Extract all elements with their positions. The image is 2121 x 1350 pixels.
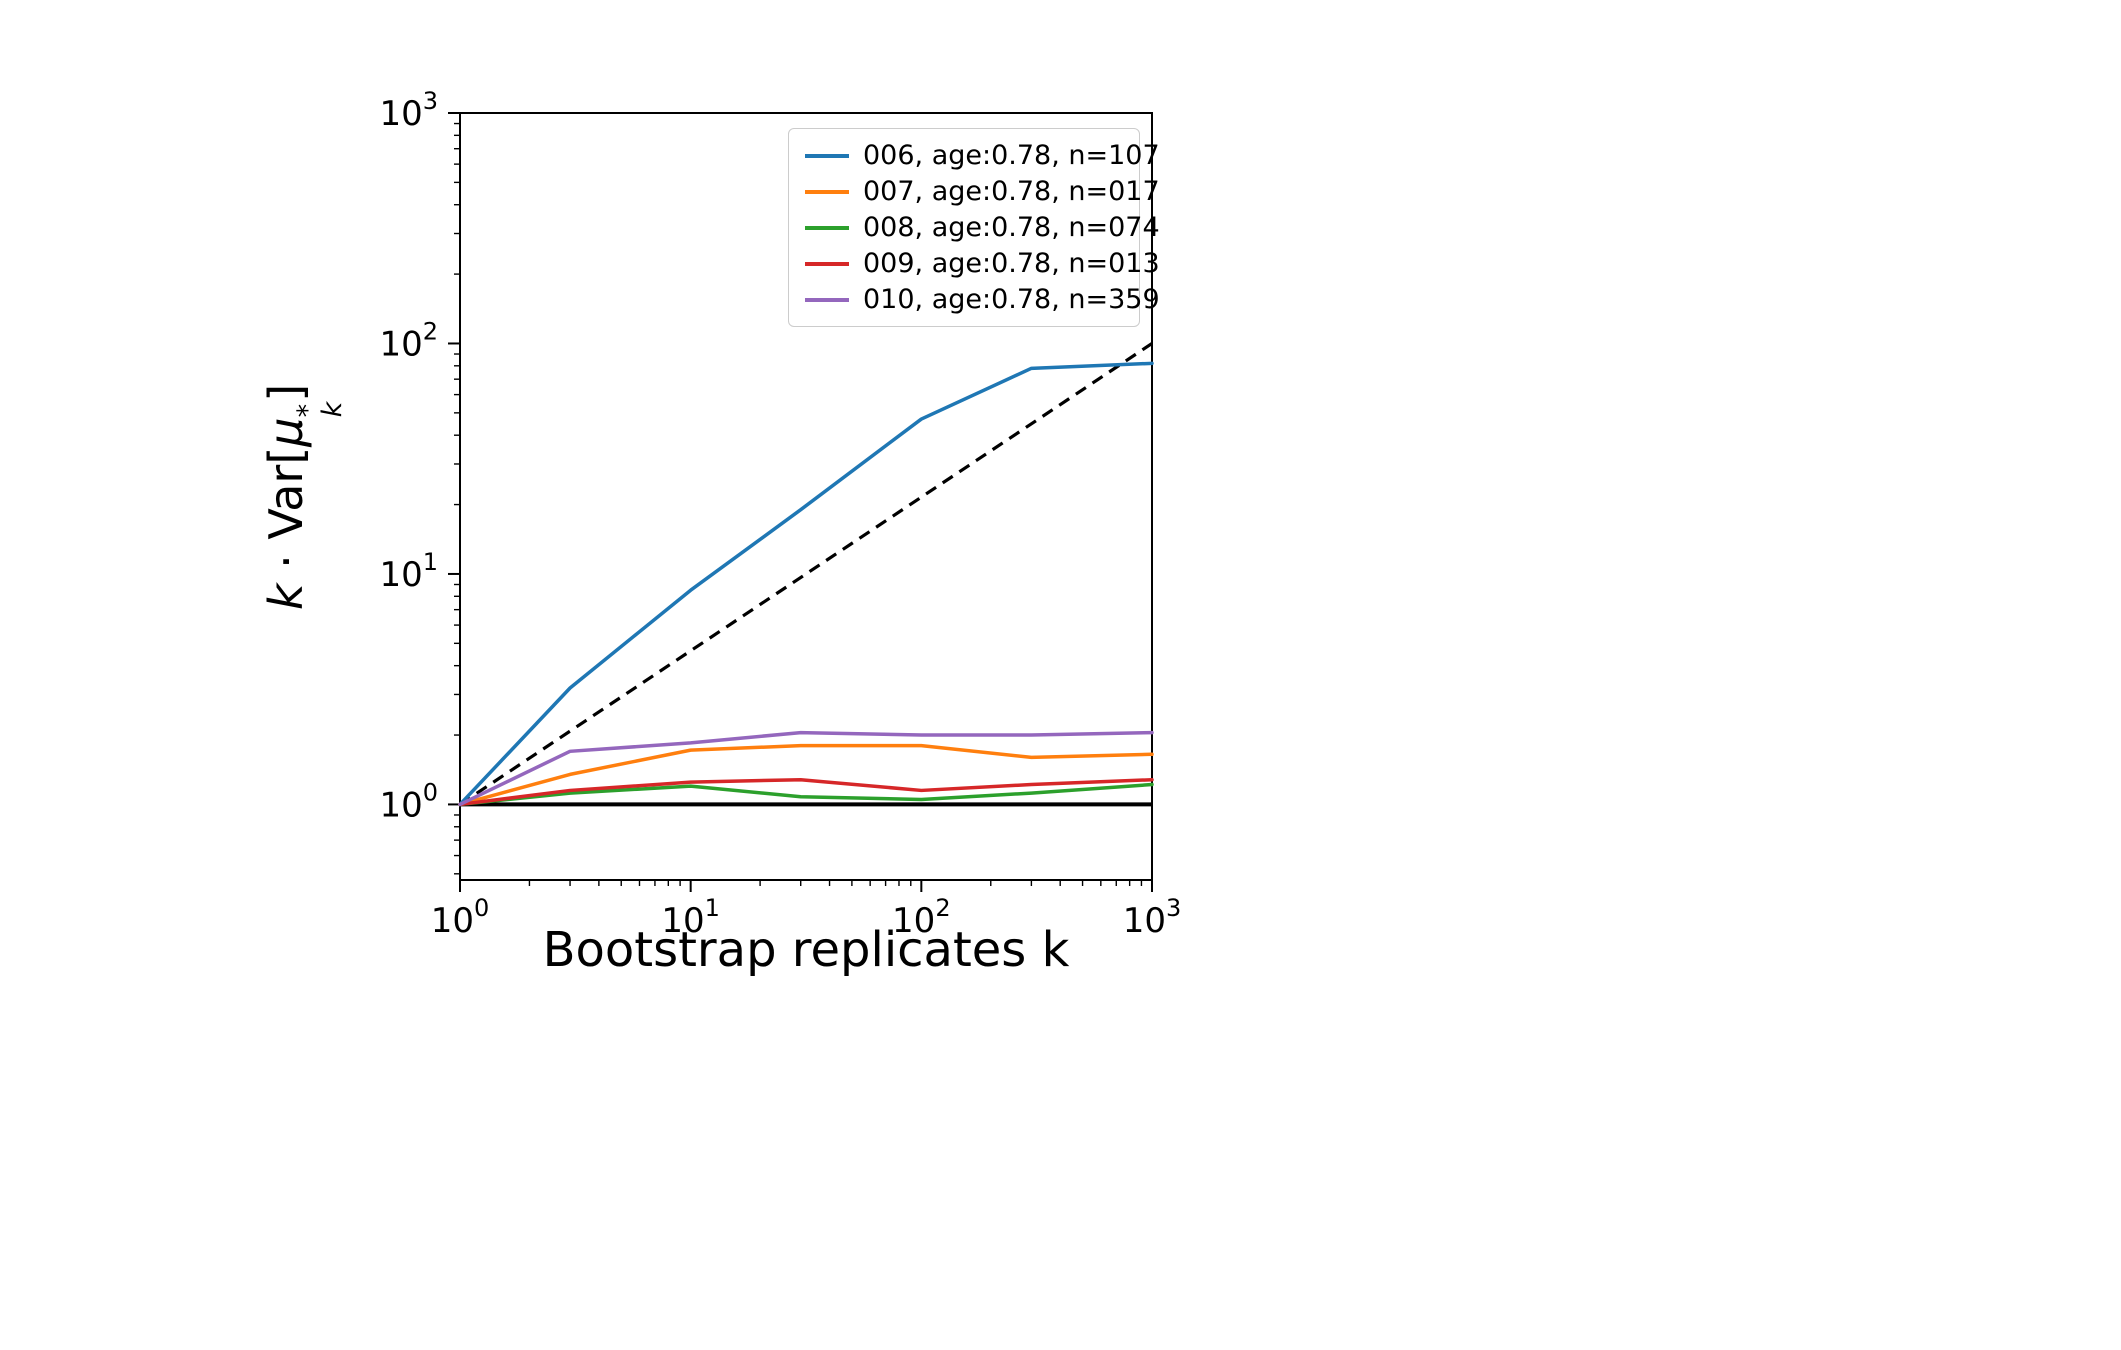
series-line-2 [458,782,1154,807]
series-line-0 [458,361,1154,807]
legend-item: 010, age:0.78, n=359 [805,284,1160,315]
x-tick-label: 100 [431,894,490,941]
legend-line-swatch [805,153,849,158]
legend-item: 009, age:0.78, n=013 [805,248,1160,279]
y-tick-label: 102 [379,317,438,364]
y-tick-label: 100 [379,778,438,825]
x-tick-label: 103 [1123,894,1182,941]
legend: 006, age:0.78, n=107 007, age:0.78, n=01… [788,128,1160,327]
legend-item-label: 007, age:0.78, n=017 [863,176,1160,207]
legend-line-swatch [805,297,849,302]
legend-line-swatch [805,189,849,194]
ylabel-supsub: * k [292,401,348,417]
legend-item-label: 008, age:0.78, n=074 [863,212,1160,243]
ylabel-close-bracket: ] [259,383,313,402]
series-line-4 [458,730,1154,807]
legend-line-swatch [805,225,849,230]
legend-line-swatch [805,261,849,266]
legend-item-label: 010, age:0.78, n=359 [863,284,1160,315]
legend-item: 006, age:0.78, n=107 [805,140,1160,171]
ylabel-var: Var[ [259,446,313,540]
legend-item: 007, age:0.78, n=017 [805,176,1160,207]
x-tick-label: 102 [892,894,951,941]
legend-item: 008, age:0.78, n=074 [805,212,1160,243]
ylabel-dot: · [259,539,313,584]
series-line-1 [458,743,1154,807]
axes-spines [459,112,1153,881]
ylabel-mu: μ [259,416,313,447]
legend-item-label: 009, age:0.78, n=013 [863,248,1160,279]
y-tick-label: 101 [379,548,438,595]
y-tick-label: 103 [379,87,438,134]
y-axis-label: k · Var[μ * k] [232,113,372,880]
x-axis-label: Bootstrap replicates k [542,922,1070,978]
ylabel-subscript: k [317,401,348,417]
x-tick-label: 101 [661,894,720,941]
ylabel-k: k [259,583,313,610]
legend-item-label: 006, age:0.78, n=107 [863,140,1160,171]
series-line-3 [458,777,1154,807]
y-axis-label-text: k · Var[μ * k] [259,383,348,610]
